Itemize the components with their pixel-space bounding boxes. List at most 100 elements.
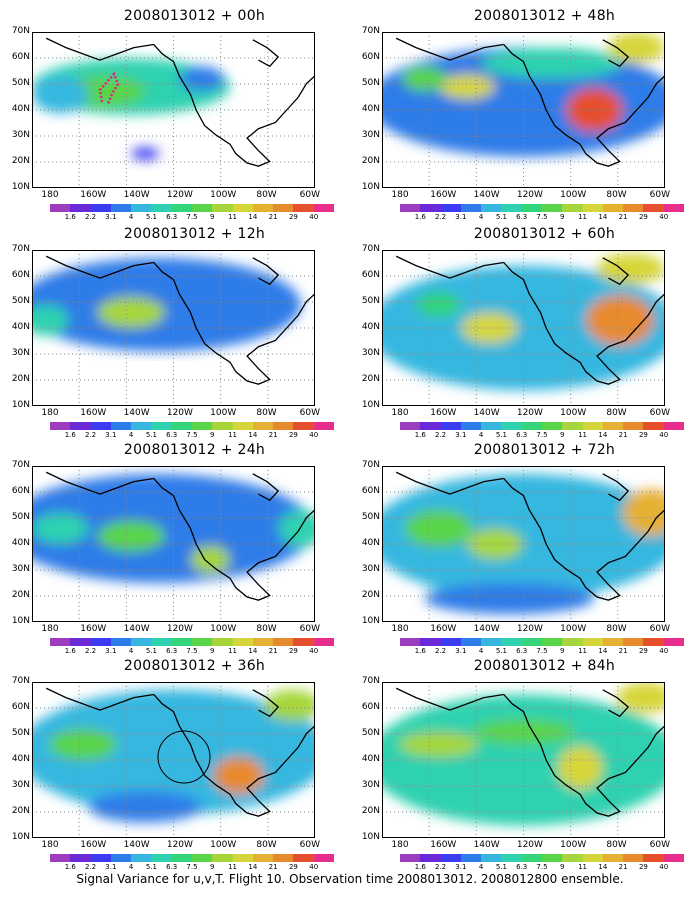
- lat-label: 40N: [361, 104, 380, 114]
- variance-shading: [97, 296, 166, 328]
- lon-label: 60W: [299, 624, 320, 634]
- colorbar-label: 4: [478, 431, 484, 439]
- colorbar-swatch: [521, 204, 543, 212]
- colorbar-swatch: [212, 204, 234, 212]
- lat-label: 50N: [11, 296, 30, 306]
- lon-label: 60W: [649, 624, 670, 634]
- lon-label: 100W: [210, 624, 237, 634]
- lat-label: 20N: [361, 590, 380, 600]
- coastline: [252, 473, 280, 502]
- coastline: [45, 471, 154, 495]
- colorbar-swatch: [501, 854, 523, 862]
- colorbar-label: 14: [248, 863, 258, 871]
- colorbar-swatch: [212, 638, 234, 646]
- colorbar-label: 7.5: [536, 863, 548, 871]
- coastline: [45, 687, 154, 711]
- colorbar-swatch: [481, 854, 502, 862]
- colorbar-swatch: [663, 422, 685, 430]
- colorbar-swatch: [70, 422, 92, 430]
- colorbar-label: 5.1: [495, 863, 507, 871]
- colorbar-swatch: [663, 854, 685, 862]
- lat-label: 60N: [361, 52, 380, 62]
- lon-label: 80W: [256, 624, 277, 634]
- colorbar-swatch: [440, 204, 462, 212]
- variance-shading: [398, 731, 479, 757]
- colorbar-label: 29: [638, 647, 648, 655]
- colorbar-label: 21: [618, 213, 628, 221]
- colorbar-swatch: [582, 854, 604, 862]
- variance-shading: [131, 147, 160, 160]
- coastline: [602, 689, 630, 718]
- colorbar-swatch: [501, 638, 523, 646]
- colorbar-label: 11: [228, 647, 238, 655]
- colorbar-swatch: [232, 638, 254, 646]
- map-frame: [382, 682, 665, 838]
- colorbar-swatch: [131, 638, 152, 646]
- variance-shading: [466, 528, 524, 560]
- colorbar-swatch: [273, 204, 294, 212]
- lat-label: 10N: [11, 400, 30, 410]
- colorbar-swatch: [232, 204, 254, 212]
- colorbar-swatch: [232, 854, 254, 862]
- lon-label: 140W: [123, 190, 150, 200]
- lat-label: 10N: [361, 832, 380, 842]
- lat-label: 30N: [361, 564, 380, 574]
- colorbar-label: 40: [659, 647, 669, 655]
- map-frame: [382, 466, 665, 622]
- colorbar-swatch: [212, 422, 234, 430]
- lat-label: 60N: [11, 270, 30, 280]
- colorbar-label: 9: [210, 431, 215, 439]
- colorbar-label: 1.6: [64, 863, 76, 871]
- colorbar-swatch: [460, 204, 482, 212]
- lat-label: 10N: [361, 616, 380, 626]
- map-frame: [32, 32, 315, 188]
- lon-label: 100W: [560, 408, 587, 418]
- colorbar-swatch: [192, 422, 213, 430]
- colorbar-swatch: [252, 854, 274, 862]
- lat-label: 70N: [361, 244, 380, 254]
- colorbar-label: 29: [288, 213, 298, 221]
- lon-label: 60W: [649, 408, 670, 418]
- lat-label: 40N: [361, 754, 380, 764]
- colorbar-swatch: [582, 638, 604, 646]
- colorbar-swatch: [562, 638, 584, 646]
- colorbar-swatch: [501, 204, 523, 212]
- colorbar-label: 29: [638, 863, 648, 871]
- lon-label: 60W: [649, 190, 670, 200]
- lat-label: 50N: [361, 296, 380, 306]
- coastline: [602, 473, 630, 502]
- colorbar-label: 4: [478, 213, 484, 221]
- colorbar-swatch: [420, 422, 442, 430]
- colorbar-label: 21: [268, 213, 278, 221]
- map-panel: 2008013012 + 12h 70N 60N 50N 40N 30N 20N 10N 180…: [12, 226, 340, 441]
- colorbar-label: 14: [248, 647, 258, 655]
- colorbar-swatch: [562, 422, 584, 430]
- colorbar-swatch: [460, 854, 482, 862]
- variance-shading: [97, 520, 166, 552]
- lat-label: 70N: [11, 244, 30, 254]
- panel-title: 2008013012 + 00h: [123, 8, 266, 24]
- panel-title: 2008013012 + 48h: [473, 8, 616, 24]
- colorbar-swatch: [313, 854, 335, 862]
- colorbar-swatch: [50, 204, 71, 212]
- colorbar-swatch: [501, 422, 523, 430]
- colorbar-swatch: [151, 638, 173, 646]
- lat-label: 10N: [361, 400, 380, 410]
- colorbar-swatch: [192, 638, 213, 646]
- colorbar-swatch: [90, 204, 112, 212]
- colorbar-swatch: [110, 422, 132, 430]
- colorbar-label: 2.2: [434, 213, 447, 221]
- colorbar-label: 40: [309, 431, 319, 439]
- colorbar-label: 21: [268, 431, 278, 439]
- colorbar-swatch: [252, 422, 274, 430]
- lat-label: 20N: [11, 374, 30, 384]
- lon-label: 140W: [123, 624, 150, 634]
- coastline: [602, 39, 630, 68]
- colorbar-label: 40: [309, 863, 319, 871]
- colorbar-label: 4: [128, 213, 134, 221]
- colorbar-label: 11: [228, 213, 238, 221]
- lon-label: 160W: [430, 190, 457, 200]
- coastline: [395, 471, 504, 495]
- lon-label: 100W: [210, 840, 237, 850]
- colorbar-swatch: [542, 638, 563, 646]
